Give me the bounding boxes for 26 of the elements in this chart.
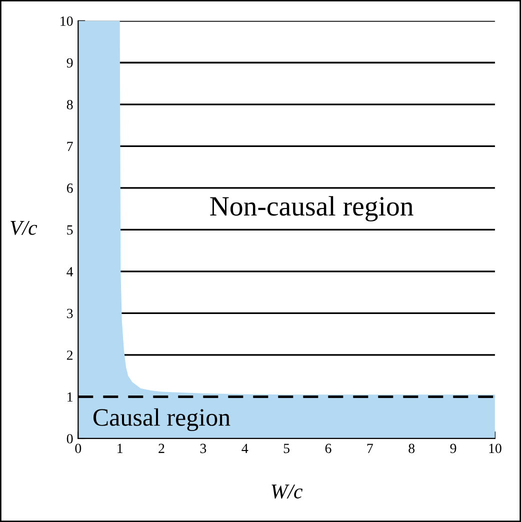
y-tick-label: 9 [66,58,73,68]
y-axis-title: V/c [10,220,38,236]
y-tick-label: 4 [66,267,74,276]
y-tick-label: 0 [66,434,73,444]
x-tick-label: 10 [489,444,502,454]
x-tick-label: 5 [284,444,290,454]
annotation: Causal region [93,408,230,432]
y-tick-label: 10 [60,16,73,26]
x-tick-label: 7 [367,444,373,453]
annotation: Non-causal region [210,196,414,222]
y-tick-label: 2 [66,350,73,360]
x-tick-label: 6 [325,444,332,454]
y-tick-label: 5 [67,225,73,235]
y-tick-label: 6 [66,184,73,193]
y-tick-label: 8 [66,100,73,110]
x-tick-label: 1 [118,444,122,453]
x-tick-label: 3 [200,444,206,454]
y-tick-label: 1 [68,392,72,402]
x-tick-label: 0 [75,444,82,454]
x-tick-label: 9 [450,444,456,454]
x-tick-label: 4 [242,444,248,453]
y-tick-label: 7 [67,142,73,151]
y-tick-label: 3 [67,308,73,318]
x-tick-label: 2 [158,444,164,453]
x-tick-label: 8 [408,444,415,454]
x-axis-title: W/c [272,484,303,499]
